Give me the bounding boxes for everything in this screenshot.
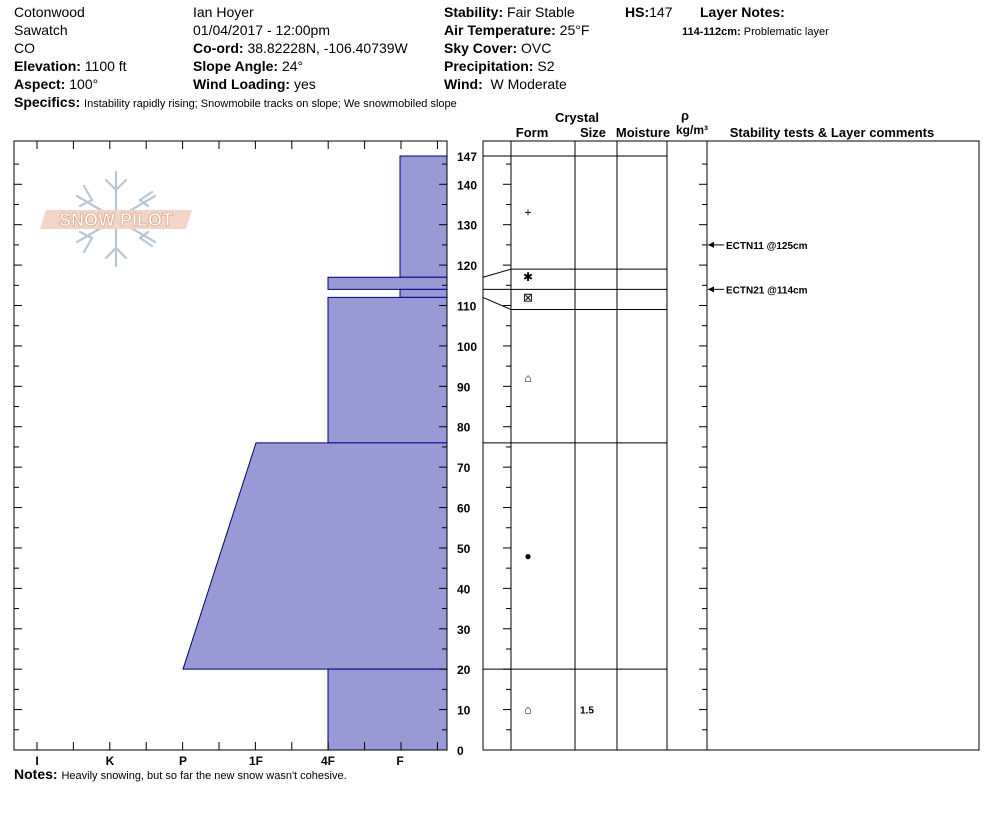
layer-table-frame — [482, 140, 980, 751]
test-label-1: ECTN21 @114cm — [726, 285, 808, 296]
snow-height: HS:147 — [625, 4, 673, 20]
location: Cotonwood — [14, 4, 85, 20]
grain-mark-5: ⌂ — [524, 703, 531, 717]
form-header: Form — [516, 125, 549, 140]
hardness-plot-frame — [13, 140, 448, 751]
height-label-10: 10 — [457, 704, 471, 718]
height-label-140: 140 — [457, 178, 477, 192]
hardness-label-P: P — [179, 754, 187, 768]
hardness-ticks: I K P 1F 4F F — [35, 141, 438, 768]
hardness-layers — [182, 155, 448, 751]
aspect: Aspect: 100° — [14, 76, 99, 92]
height-label-0: 0 — [457, 744, 464, 758]
range: Sawatch — [14, 22, 68, 38]
hardness-label-K: K — [106, 754, 115, 768]
precipitation: Precipitation: S2 — [444, 58, 555, 74]
hardness-layer-1 — [327, 276, 448, 290]
layer-boundaries — [482, 155, 667, 670]
height-label-90: 90 — [457, 380, 471, 394]
logo-text: SNOW PILOT — [59, 210, 173, 230]
wind: Wind: W Moderate — [444, 76, 567, 92]
grain-mark-0: + — [524, 206, 531, 220]
wind-loading: Wind Loading: yes — [193, 76, 316, 92]
moisture-header: Moisture — [616, 125, 670, 140]
height-label-60: 60 — [457, 502, 471, 516]
hardness-label-4F: 4F — [321, 754, 335, 768]
grain-mark-3: ⌂ — [524, 371, 531, 385]
crystal-header: Crystal — [555, 110, 599, 125]
stability-tests: ECTN11 @125cm ECTN21 @114cm — [708, 241, 808, 296]
test-arrow-head-0 — [708, 241, 714, 248]
hardness-label-F: F — [396, 754, 403, 768]
height-label-130: 130 — [457, 219, 477, 233]
height-label-120: 120 — [457, 259, 477, 273]
boundary-connector-119 — [482, 268, 512, 278]
hardness-layer-0 — [399, 155, 448, 278]
test-label-0: ECTN11 @125cm — [726, 241, 808, 252]
height-label-50: 50 — [457, 542, 471, 556]
hardness-label-1F: 1F — [249, 754, 263, 768]
density-symbol: ρ — [681, 108, 689, 123]
notes: Notes: Heavily snowing, but so far the n… — [14, 766, 347, 782]
hardness-layer-3 — [327, 296, 448, 444]
test-arrow-head-1 — [708, 286, 714, 293]
height-label-100: 100 — [457, 340, 477, 354]
specifics: Specifics: Instability rapidly rising; S… — [14, 94, 457, 110]
grain-marks: + ✱ ⊠ ⌂ ● ⌂ 1.5 — [523, 206, 594, 717]
coordinates: Co-ord: 38.82228N, -106.40739W — [193, 40, 408, 56]
state: CO — [14, 40, 35, 56]
height-label-80: 80 — [457, 421, 471, 435]
hardness-layer-2 — [399, 288, 448, 298]
height-axis: 0 10 20 30 40 50 60 70 80 90 100 110 120 130 140 147 — [14, 150, 707, 758]
height-label-70: 70 — [457, 461, 471, 475]
boundary-connector-109 — [482, 296, 512, 311]
slope-angle: Slope Angle: 24° — [193, 58, 304, 74]
size-header: Size — [580, 125, 606, 140]
sky-cover: Sky Cover: OVC — [444, 40, 552, 56]
height-label-110: 110 — [457, 300, 477, 314]
hardness-layer-4 — [182, 442, 448, 670]
stability: Stability: Fair Stable — [444, 4, 575, 20]
height-label-20: 20 — [457, 663, 471, 677]
elevation: Elevation: 1100 ft — [14, 58, 127, 74]
layer-note: 114-112cm: Problematic layer — [682, 26, 829, 38]
height-label-147: 147 — [457, 150, 477, 164]
layer-notes-label: Layer Notes: — [700, 4, 785, 20]
hardness-label-I: I — [35, 754, 38, 768]
datetime: 01/04/2017 - 12:00pm — [193, 22, 330, 38]
density-unit: kg/m³ — [676, 123, 708, 137]
observer: Ian Hoyer — [193, 4, 254, 20]
hardness-layer-5 — [327, 668, 448, 751]
grain-size-5: 1.5 — [580, 706, 594, 717]
grain-mark-4: ● — [524, 549, 531, 563]
grain-mark-1: ✱ — [523, 270, 533, 284]
snowpilot-logo: SNOW PILOT — [40, 170, 192, 268]
stability-header: Stability tests & Layer comments — [730, 125, 934, 140]
height-label-40: 40 — [457, 582, 471, 596]
air-temperature: Air Temperature: 25°F — [444, 22, 590, 38]
grain-mark-2: ⊠ — [523, 290, 533, 304]
height-label-30: 30 — [457, 623, 471, 637]
